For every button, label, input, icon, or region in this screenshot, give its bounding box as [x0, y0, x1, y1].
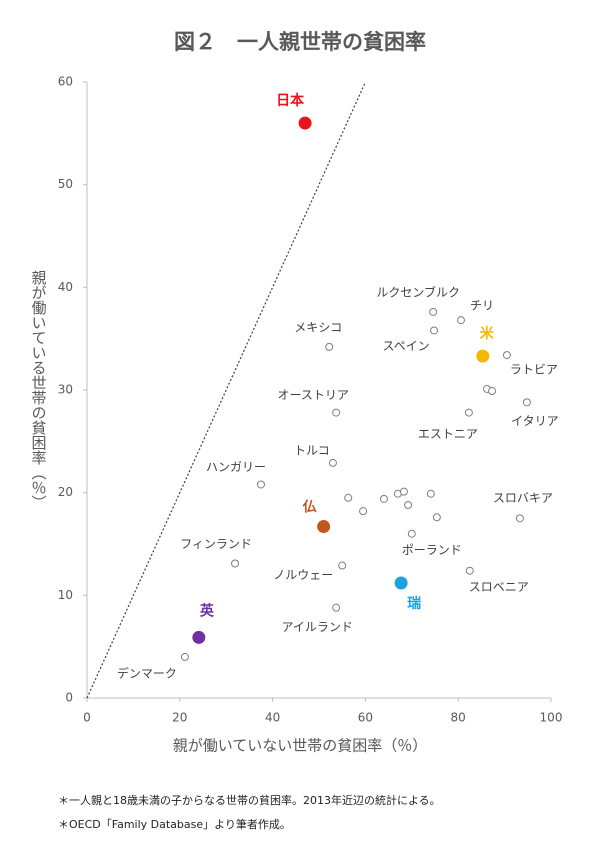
point	[404, 500, 413, 509]
y-tick-label: 0	[65, 691, 73, 705]
y-tick-label: 30	[58, 383, 73, 397]
point-label: フィンランド	[180, 537, 252, 551]
point	[456, 316, 465, 325]
y-tick-label: 50	[58, 177, 73, 191]
point	[429, 307, 438, 316]
point-label: ポーランド	[402, 543, 462, 557]
highlight-point	[317, 520, 331, 534]
highlight-point	[298, 116, 312, 130]
chart-title: 図２ 一人親世帯の貧困率	[174, 30, 426, 54]
point	[430, 326, 439, 335]
point	[522, 398, 531, 407]
highlight-point	[476, 349, 490, 363]
y-tick-label: 10	[58, 588, 73, 602]
legend-label: 瑞	[407, 595, 421, 612]
x-tick-label: 100	[540, 711, 563, 725]
point	[465, 566, 474, 575]
point-label: メキシコ	[294, 320, 342, 334]
point	[488, 387, 497, 396]
point-label: アイルランド	[281, 620, 352, 634]
point	[432, 513, 441, 522]
note: ＊OECD「Family Database」より筆者作成。	[58, 817, 291, 831]
x-tick-label: 40	[265, 711, 280, 725]
point-label: チリ	[470, 299, 494, 313]
point	[399, 487, 408, 496]
point	[328, 458, 337, 467]
point	[515, 514, 524, 523]
point	[332, 408, 341, 417]
point	[464, 408, 473, 417]
point	[231, 559, 240, 568]
point-label: ラトビア	[510, 363, 558, 377]
reference-line	[86, 81, 366, 699]
point-label: ルクセンブルク	[376, 284, 460, 299]
legend-label: 米	[480, 325, 495, 342]
point-label: デンマーク	[117, 665, 177, 680]
point-label: イタリア	[511, 414, 559, 428]
y-tick-label: 20	[58, 485, 73, 499]
x-tick-label: 60	[358, 711, 373, 725]
x-axis-label: 親が働いていない世帯の貧困率（％）	[173, 737, 428, 755]
x-tick-label: 20	[172, 711, 187, 725]
point	[257, 480, 265, 489]
y-tick-label: 40	[58, 280, 73, 294]
legend-label: 英	[199, 602, 215, 619]
point-label: ノルウェー	[273, 568, 333, 582]
point-label: トルコ	[294, 443, 330, 457]
x-tick-label: 0	[83, 711, 91, 725]
y-tick-label: 60	[58, 75, 73, 89]
point	[426, 489, 435, 498]
point	[359, 507, 368, 516]
highlight-point	[192, 630, 206, 644]
x-tick-label: 80	[451, 711, 466, 725]
note: ＊一人親と18歳未満の子からなる世帯の貧困率。2013年近辺の統計による。	[58, 793, 441, 807]
point	[502, 351, 511, 360]
legend-label: 日本	[276, 92, 305, 109]
point	[407, 529, 416, 538]
y-axis-label: 親が働いている世帯の貧困率（％）	[30, 270, 48, 510]
point-label: エストニア	[418, 427, 478, 441]
point	[379, 494, 388, 503]
legend-label: 仏	[303, 500, 317, 516]
point-label: スロバキア	[493, 491, 553, 505]
point	[338, 561, 347, 570]
point-label: ハンガリー	[206, 460, 266, 474]
point	[325, 342, 334, 351]
highlight-point	[394, 576, 408, 590]
point-label: スロベニア	[469, 580, 529, 594]
point-label: オーストリア	[277, 388, 348, 402]
point	[180, 652, 189, 661]
point-label: スペイン	[382, 339, 429, 353]
point	[344, 493, 353, 502]
point	[332, 603, 341, 612]
